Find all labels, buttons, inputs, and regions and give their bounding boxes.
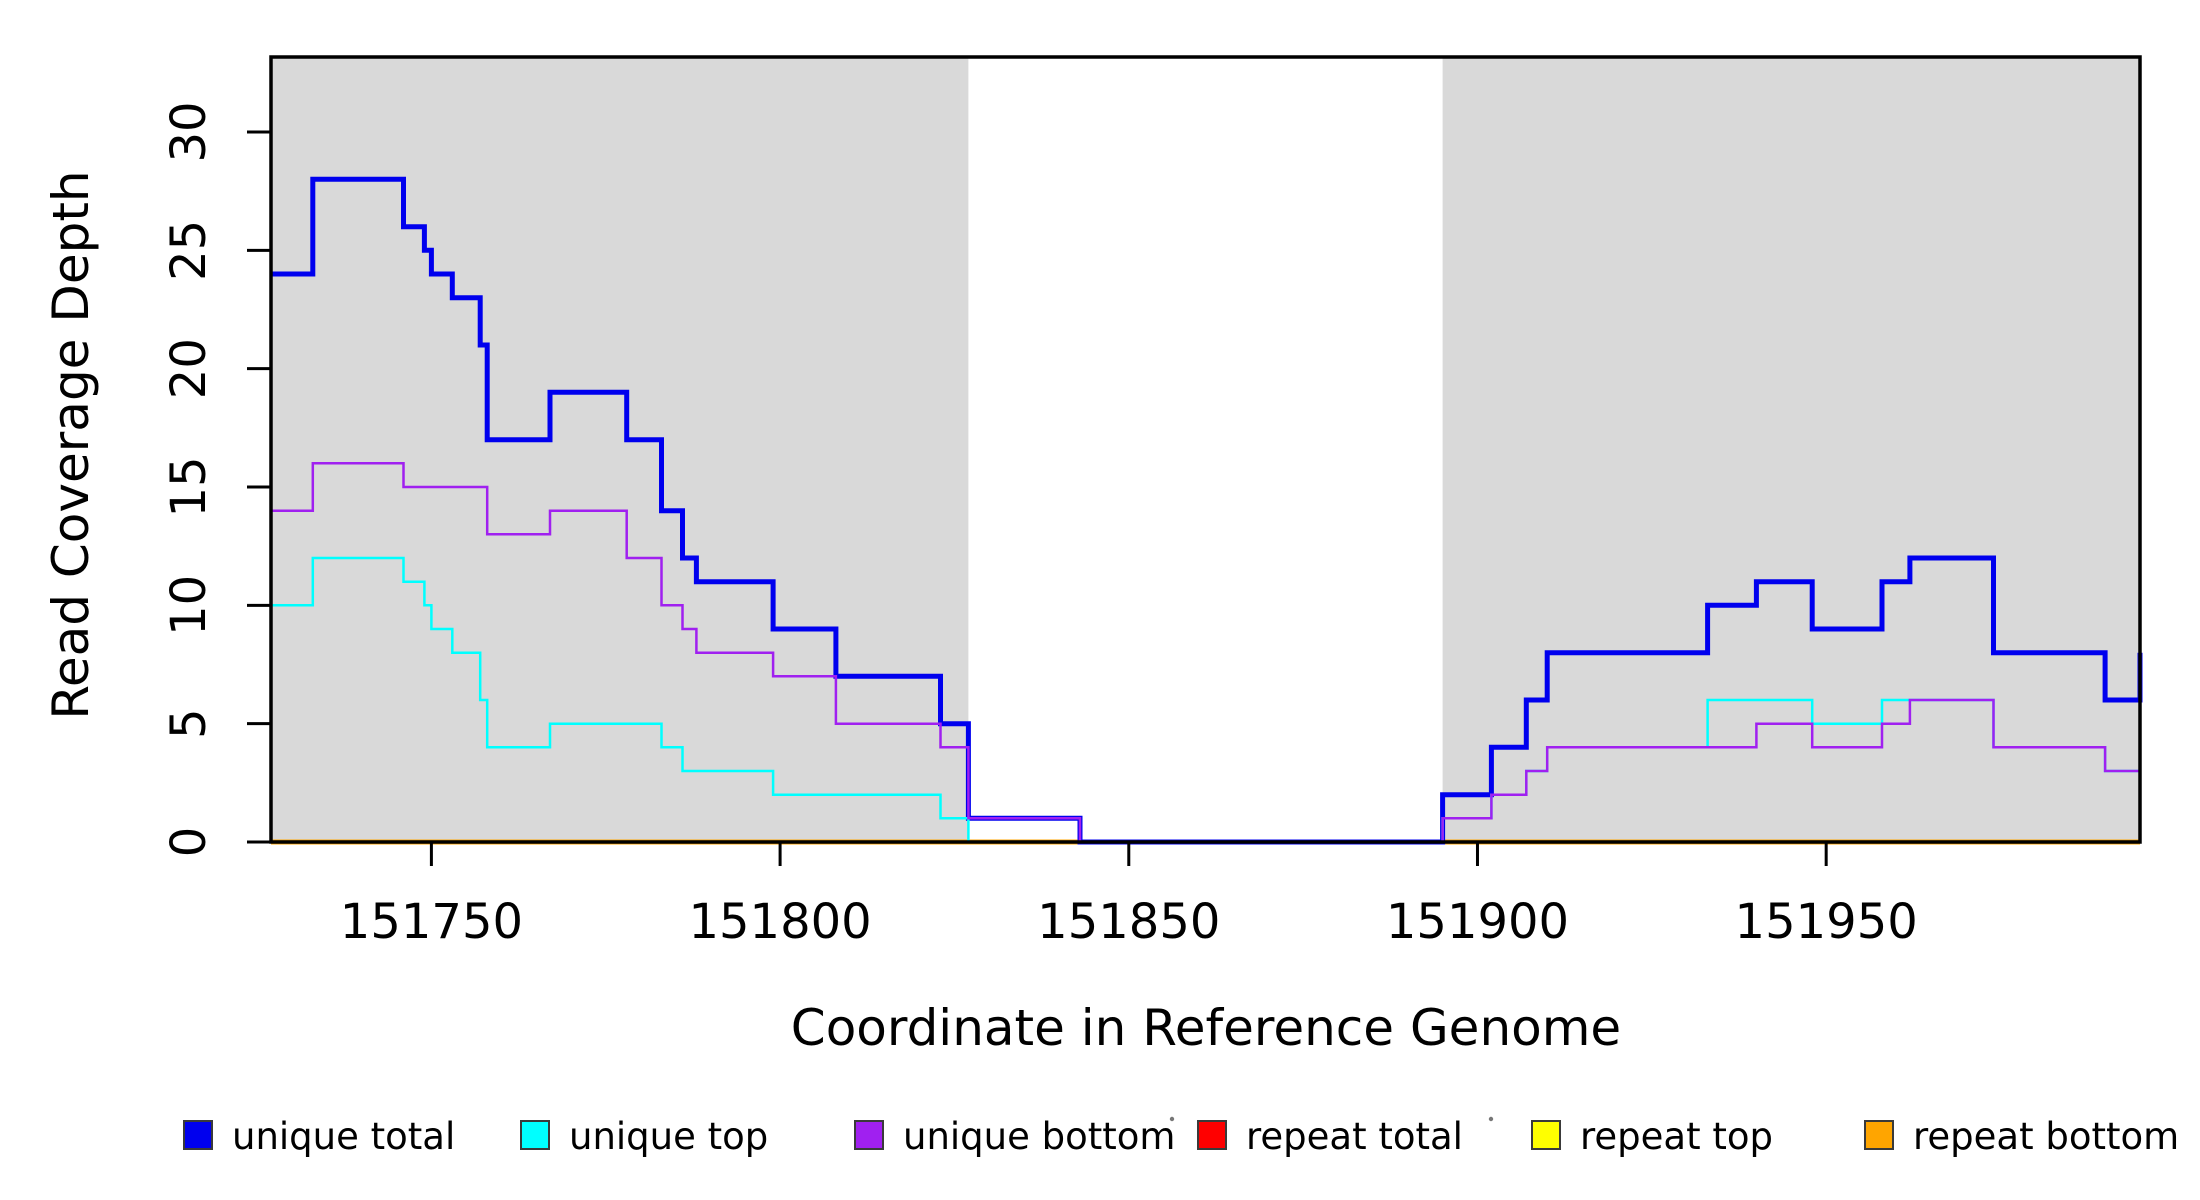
y-tick-label: 5 [161, 708, 217, 739]
legend-swatch [520, 1120, 550, 1150]
legend-label: unique top [569, 1115, 768, 1158]
shaded-regions-layer [271, 57, 2140, 842]
series-line-unique-bottom [271, 462, 2142, 844]
x-tick-label: 151950 [1735, 894, 1918, 950]
series-line-unique-top [271, 556, 2142, 844]
legend-label: repeat total [1246, 1115, 1463, 1158]
y-axis-title: Read Coverage Depth [42, 170, 100, 719]
plot-border [269, 55, 2142, 844]
artifact-dot [1488, 1116, 1494, 1122]
legend-swatch [1197, 1120, 1227, 1150]
legend-swatch [183, 1120, 213, 1150]
x-axis: 151750 151800 151850 151900 151950 [340, 842, 1918, 950]
series-line-unique-total [271, 176, 2143, 845]
y-tick-label: 15 [161, 456, 217, 517]
y-tick-label: 0 [161, 827, 217, 858]
legend-label: unique total [232, 1115, 455, 1158]
legend-label: unique bottom [903, 1115, 1175, 1158]
artifact-dot [1169, 1116, 1175, 1122]
shaded-region-1 [271, 57, 969, 842]
y-axis: 0 5 10 15 20 25 30 [161, 101, 271, 857]
y-tick-label: 20 [161, 338, 217, 399]
shaded-region-2 [1442, 57, 2140, 842]
legend-swatch [854, 1120, 884, 1150]
legend-item-unique-bottom: unique bottom [854, 1115, 1175, 1158]
y-tick-label: 30 [161, 101, 217, 162]
legend-item-repeat-bottom: repeat bottom [1864, 1115, 2179, 1158]
legend-item-repeat-total: repeat total [1197, 1115, 1463, 1158]
x-axis-title: Coordinate in Reference Genome [791, 999, 1621, 1057]
x-tick-label: 151850 [1037, 894, 1220, 950]
legend-item-unique-total: unique total [183, 1115, 455, 1158]
legend-swatch [1864, 1120, 1894, 1150]
x-tick-label: 151900 [1386, 894, 1569, 950]
y-tick-label: 25 [161, 220, 217, 281]
legend-label: repeat top [1580, 1115, 1773, 1158]
legend-swatch [1531, 1120, 1561, 1150]
y-tick-label: 10 [161, 575, 217, 636]
x-tick-label: 151750 [340, 894, 523, 950]
legend-item-unique-top: unique top [520, 1115, 768, 1158]
legend-label: repeat bottom [1913, 1115, 2179, 1158]
x-tick-label: 151800 [688, 894, 871, 950]
legend: unique total unique top unique bottom repea… [183, 1115, 2179, 1158]
artifact-dots [1169, 1116, 1494, 1122]
legend-item-repeat-top: repeat top [1531, 1115, 1773, 1158]
